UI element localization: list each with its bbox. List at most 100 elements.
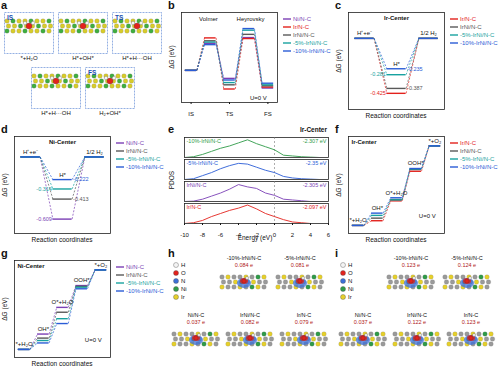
html-text:e: e	[168, 123, 175, 135]
svg-text:0: 0	[273, 232, 277, 238]
html-text:b: b	[168, 0, 175, 11]
svg-text:Ir/N-C: Ir/N-C	[187, 204, 202, 210]
svg-text:-5%-IrNi/N-C: -5%-IrNi/N-C	[187, 160, 218, 166]
svg-text:2: 2	[291, 232, 295, 238]
html-text:Ni/N-C: Ni/N-C	[293, 16, 311, 22]
svg-text:-0.222: -0.222	[73, 176, 89, 182]
html-text:IrNi/N-C: IrNi/N-C	[460, 24, 482, 30]
svg-text:FS: FS	[88, 69, 97, 76]
svg-text:-8: -8	[200, 232, 206, 238]
svg-text:H*: H*	[393, 61, 400, 67]
html-text:-10%-IrNi/N-C: -10%-IrNi/N-C	[126, 288, 164, 294]
svg-text:Ir-Center: Ir-Center	[352, 139, 378, 145]
svg-text:6: 6	[327, 232, 331, 238]
html-text:Energy (eV): Energy (eV)	[237, 234, 273, 241]
svg-text:-2.35 eV: -2.35 eV	[306, 160, 327, 166]
svg-text:Ni-Center: Ni-Center	[49, 139, 77, 145]
svg-text:H⁺+e⁻: H⁺+e⁻	[23, 149, 38, 155]
html-text:Ir/N-C: Ir/N-C	[293, 24, 309, 30]
svg-text:IrNi/N-C: IrNi/N-C	[187, 182, 207, 188]
html-text:ΔG (eV): ΔG (eV)	[334, 48, 342, 73]
svg-text:H⁺+e⁻: H⁺+e⁻	[357, 30, 372, 36]
svg-text:1/2 H₂: 1/2 H₂	[86, 149, 103, 155]
html-text:ΔG (eV): ΔG (eV)	[334, 172, 342, 197]
svg-text:O*+H₂O: O*+H₂O	[52, 299, 74, 305]
svg-text:H*: H*	[59, 172, 66, 178]
svg-text:1/2 H₂: 1/2 H₂	[420, 30, 437, 36]
svg-text:IS: IS	[188, 111, 194, 117]
svg-text:OH*: OH*	[38, 326, 50, 332]
html-text:Reaction coordinates: Reaction coordinates	[31, 236, 93, 243]
html-text:Reaction coordinates: Reaction coordinates	[365, 236, 427, 243]
html-text:IrNi/N-C: IrNi/N-C	[460, 148, 482, 154]
html-text:-10%-IrNi/N-C: -10%-IrNi/N-C	[460, 40, 498, 46]
html-text:H₂+OH*: H₂+OH*	[99, 110, 121, 116]
html-text:Ir/N-C: Ir/N-C	[460, 140, 476, 146]
svg-text:-2.097 eV: -2.097 eV	[303, 204, 327, 210]
html-text:-5%-IrNi/N-C: -5%-IrNi/N-C	[126, 156, 161, 162]
html-text:H*+H···OH: H*+H···OH	[122, 55, 152, 61]
svg-text:U=0 V: U=0 V	[250, 95, 267, 101]
svg-text:-0.609: -0.609	[36, 216, 52, 222]
html-text:c: c	[335, 0, 342, 11]
html-text:-10%-IrNi/N-C: -10%-IrNi/N-C	[126, 164, 164, 170]
svg-text:-0.425: -0.425	[370, 90, 386, 96]
svg-text:-2.307 eV: -2.307 eV	[303, 138, 327, 144]
html-text:ΔG (eV): ΔG (eV)	[167, 45, 175, 69]
svg-text:Ni-Center: Ni-Center	[18, 263, 46, 269]
html-text:-5%-IrNi/N-C: -5%-IrNi/N-C	[293, 40, 328, 46]
html-text:d: d	[1, 123, 8, 135]
svg-text:TS: TS	[115, 14, 124, 21]
svg-text:*+O₂: *+O₂	[94, 262, 108, 268]
svg-text:*+H₂O: *+H₂O	[16, 341, 34, 347]
svg-text:*+O₂: *+O₂	[428, 138, 442, 144]
html-text:Ir/N-C: Ir/N-C	[460, 16, 476, 22]
html-text:Ir-Center: Ir-Center	[299, 126, 327, 133]
svg-text:U=0 V: U=0 V	[419, 213, 436, 219]
svg-text:-0.413: -0.413	[73, 196, 89, 202]
html-text:g: g	[1, 247, 8, 259]
html-text:IrNi/N-C: IrNi/N-C	[126, 148, 148, 154]
html-text:H*+OH*: H*+OH*	[72, 55, 94, 61]
html-text:a: a	[1, 0, 8, 11]
html-text:Ni: Ni	[181, 286, 187, 292]
html-text:ΔG (eV): ΔG (eV)	[0, 172, 8, 197]
svg-text:-6: -6	[218, 232, 224, 238]
html-text:-5%-IrNi/N-C: -5%-IrNi/N-C	[126, 280, 161, 286]
svg-text:TS: TS	[226, 111, 234, 117]
svg-text:-10%-IrNi/N-C: -10%-IrNi/N-C	[187, 138, 222, 144]
svg-text:OOH*: OOH*	[408, 160, 425, 166]
svg-text:Volmer: Volmer	[199, 16, 218, 22]
html-text:h: h	[168, 247, 175, 259]
html-text:IrNi/N-C: IrNi/N-C	[126, 272, 148, 278]
svg-text:U=0 V: U=0 V	[85, 337, 102, 343]
svg-text:-2.305 eV: -2.305 eV	[303, 182, 327, 188]
html-text:IrNi/N-C: IrNi/N-C	[293, 32, 315, 38]
svg-text:-0.314: -0.314	[36, 186, 52, 192]
html-text:Ni/N-C: Ni/N-C	[126, 264, 144, 270]
html-text:*+H₂O: *+H₂O	[20, 55, 38, 61]
svg-text:FS: FS	[264, 111, 272, 117]
svg-text:OH*: OH*	[372, 205, 384, 211]
svg-text:Ir-Center: Ir-Center	[384, 15, 410, 21]
html-text:Reaction coordinates: Reaction coordinates	[365, 112, 427, 119]
svg-text:4: 4	[309, 232, 313, 238]
html-text:-10%-IrNi/N-C: -10%-IrNi/N-C	[460, 164, 498, 170]
html-text:H*+H···OH: H*+H···OH	[41, 110, 71, 116]
svg-text:Heyrovsky: Heyrovsky	[237, 16, 265, 22]
svg-text:-0.235: -0.235	[407, 66, 423, 72]
svg-text:OOH*: OOH*	[74, 277, 91, 283]
svg-text:-0.281: -0.281	[370, 71, 386, 77]
svg-text:O*+H₂O: O*+H₂O	[386, 190, 408, 196]
html-text:Reaction coordinates: Reaction coordinates	[31, 360, 93, 367]
svg-text:-0.387: -0.387	[407, 85, 423, 91]
svg-text:-10: -10	[180, 232, 189, 238]
svg-text:IS: IS	[7, 14, 14, 21]
html-text:-5%-IrNi/N-C: -5%-IrNi/N-C	[460, 32, 495, 38]
html-text:-5%-IrNi/N-C: -5%-IrNi/N-C	[460, 156, 495, 162]
html-text:ΔG (eV): ΔG (eV)	[0, 296, 8, 321]
html-text:Ni/N-C: Ni/N-C	[126, 140, 144, 146]
html-text:-10%-IrNi/N-C: -10%-IrNi/N-C	[293, 48, 331, 54]
svg-text:*+H₂O: *+H₂O	[350, 217, 368, 223]
html-text:PDOS: PDOS	[167, 170, 175, 190]
